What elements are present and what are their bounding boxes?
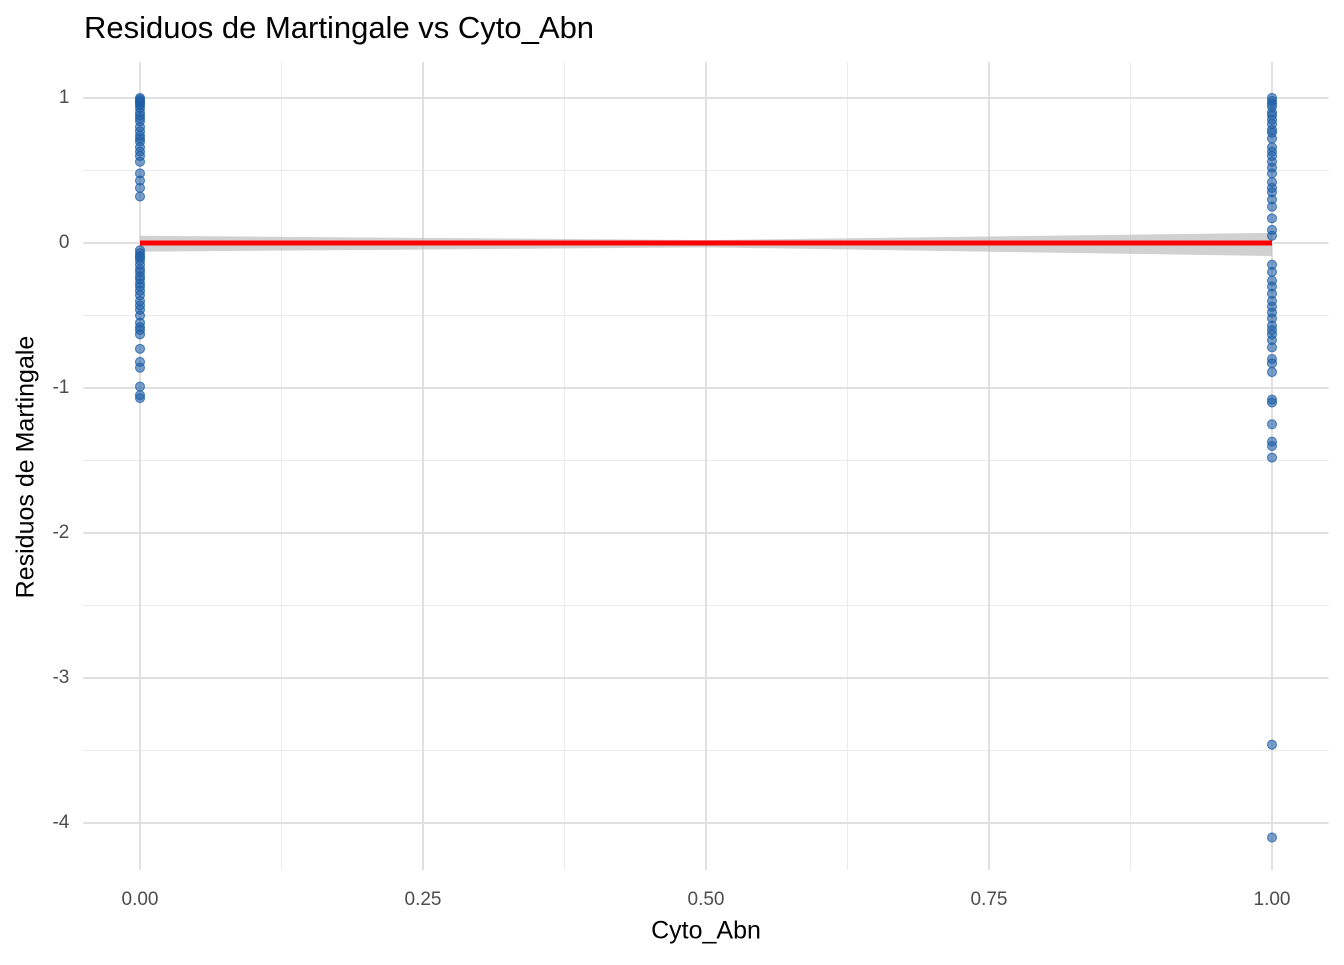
y-axis-title: Residuos de Martingale bbox=[12, 336, 40, 599]
point bbox=[1267, 397, 1277, 408]
point bbox=[135, 393, 145, 404]
point bbox=[135, 329, 145, 340]
point bbox=[1267, 168, 1277, 179]
point bbox=[1267, 342, 1277, 353]
y-tick-label: -2 bbox=[52, 522, 69, 543]
point bbox=[135, 156, 145, 167]
point bbox=[1267, 213, 1277, 224]
chart-title: Residuos de Martingale vs Cyto_Abn bbox=[84, 10, 594, 45]
point bbox=[135, 191, 145, 202]
x-tick-label: 1.00 bbox=[1254, 889, 1291, 910]
y-tick-label: -1 bbox=[52, 377, 69, 398]
point bbox=[1267, 266, 1277, 277]
point bbox=[135, 381, 145, 392]
point bbox=[1267, 201, 1277, 212]
x-tick-label: 0.75 bbox=[971, 889, 1008, 910]
x-tick-label: 0.50 bbox=[688, 889, 725, 910]
y-tick-label: 0 bbox=[59, 232, 70, 253]
point bbox=[1267, 367, 1277, 378]
x-tick-label: 0.25 bbox=[405, 889, 442, 910]
y-tick-label: 1 bbox=[59, 87, 70, 108]
y-tick-label: -3 bbox=[52, 667, 69, 688]
point bbox=[1267, 358, 1277, 369]
point bbox=[135, 362, 145, 373]
point bbox=[1267, 230, 1277, 241]
point bbox=[135, 343, 145, 354]
point bbox=[1267, 133, 1277, 144]
x-axis-title: Cyto_Abn bbox=[651, 917, 761, 945]
y-tick-label: -4 bbox=[52, 812, 69, 833]
point bbox=[1267, 832, 1277, 843]
point bbox=[1267, 452, 1277, 463]
x-tick-label: 0.00 bbox=[122, 889, 159, 910]
point bbox=[1267, 419, 1277, 430]
point bbox=[1267, 739, 1277, 750]
point bbox=[135, 182, 145, 193]
point bbox=[1267, 440, 1277, 451]
